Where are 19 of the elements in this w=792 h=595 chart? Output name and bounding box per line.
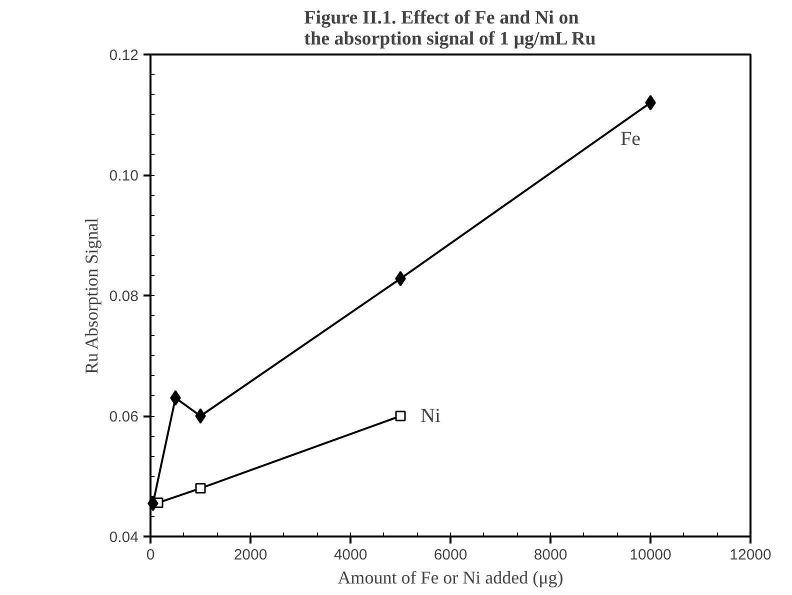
y-tick-label: 0.06 [109,408,139,426]
x-tick-label: 2000 [234,546,268,564]
x-tick-label: 4000 [334,546,368,564]
point [395,410,406,422]
series-label: Ni [420,405,441,427]
series-label: Fe [620,128,641,150]
x-axis-title: Amount of Fe or Ni added (μg) [338,568,564,588]
x-tick-label: 0 [146,546,155,564]
point [195,483,206,494]
x-tick-label: 6000 [434,546,468,564]
y-axis-title: Ru Absorption Signal [81,218,102,374]
x-tick-label: 10000 [630,546,672,564]
x-tick-label: 12000 [730,546,772,564]
y-tick-label: 0.08 [109,288,139,305]
y-tick-label: 0.10 [109,168,139,184]
x-tick-label: 8000 [534,546,568,564]
y-tick-label: 0.04 [109,529,139,546]
y-tick-label: 0.12 [109,47,139,64]
chart-title: Figure II.1. Effect of Fe and Ni on the absorption signal of 1 μg/mL Ru [304,8,596,50]
